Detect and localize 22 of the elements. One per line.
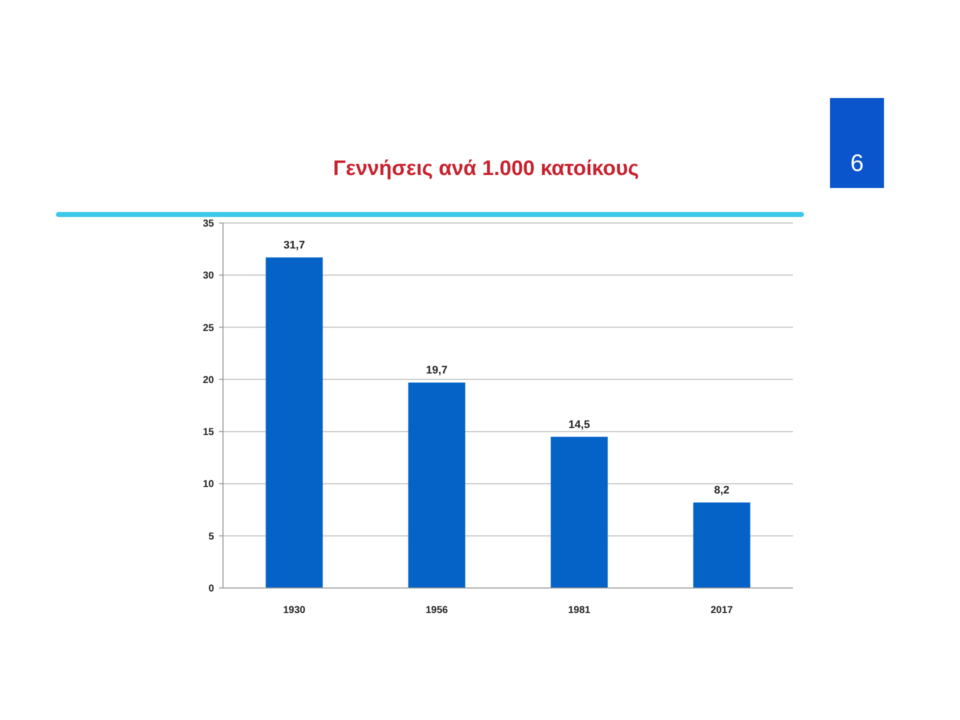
y-tick-label: 0 bbox=[208, 584, 214, 594]
y-tick-label: 20 bbox=[202, 374, 214, 386]
data-label: 31,7 bbox=[284, 239, 305, 252]
y-tick-label: 30 bbox=[202, 270, 214, 282]
x-tick-label: 1981 bbox=[568, 605, 591, 616]
data-label: 14,5 bbox=[568, 418, 590, 431]
y-tick-label: 35 bbox=[202, 218, 214, 230]
y-tick-label: 15 bbox=[202, 427, 214, 438]
y-tick-label: 10 bbox=[202, 479, 214, 490]
bar bbox=[550, 436, 608, 588]
bar bbox=[408, 382, 466, 588]
data-label: 8,2 bbox=[714, 484, 730, 496]
data-label: 19,7 bbox=[426, 364, 448, 377]
chart-title: Γεννήσεις ανά 1.000 κατοίκους bbox=[333, 157, 639, 180]
bar bbox=[693, 502, 750, 588]
bar bbox=[266, 257, 323, 588]
y-tick-label: 5 bbox=[208, 531, 214, 542]
x-tick-label: 1956 bbox=[426, 605, 448, 616]
x-tick-label: 1930 bbox=[283, 605, 306, 616]
y-tick-label: 25 bbox=[202, 322, 214, 334]
x-tick-label: 2017 bbox=[710, 605, 734, 616]
text: 6 bbox=[850, 150, 864, 177]
